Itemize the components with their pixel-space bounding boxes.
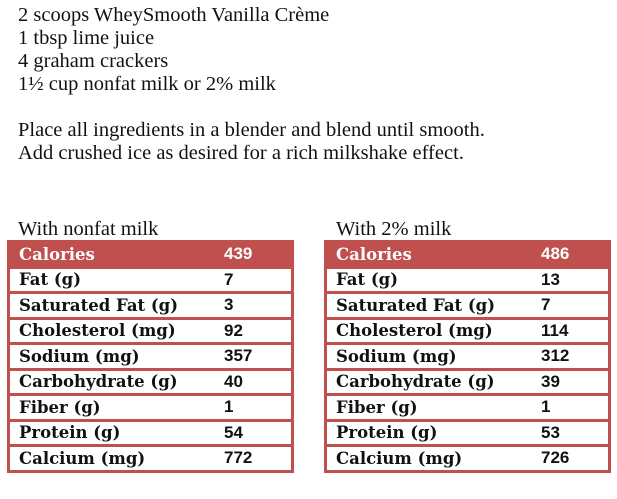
nutrient-label: Sodium (mg) — [325, 342, 532, 369]
nutrient-value: 486 — [532, 240, 610, 267]
nutrition-row: Carbohydrate (g) 39 — [325, 367, 610, 395]
nutrient-label: Calcium (mg) — [8, 444, 215, 471]
nutrient-label: Fiber (g) — [8, 393, 215, 420]
nutrient-label: Calories — [325, 240, 532, 267]
nutrient-label: Calories — [8, 240, 215, 267]
nutrient-value: 3 — [215, 291, 293, 318]
nutrient-value: 54 — [215, 418, 293, 446]
nutrient-value: 53 — [532, 418, 610, 446]
nutrition-row: Saturated Fat (g) 7 — [325, 291, 610, 318]
nutrient-label: Saturated Fat (g) — [8, 291, 215, 318]
nutrition-row: Cholesterol (mg) 114 — [325, 316, 610, 344]
nutrition-row: Fiber (g) 1 — [8, 393, 293, 420]
nutrition-row: Calcium (mg) 726 — [325, 444, 610, 471]
nutrient-value: 726 — [532, 444, 610, 471]
nutrient-value: 439 — [215, 240, 293, 267]
nutrient-value: 13 — [532, 265, 610, 293]
nutrient-label: Saturated Fat (g) — [325, 291, 532, 318]
nutrition-row: Saturated Fat (g) 3 — [8, 291, 293, 318]
nutrient-label: Cholesterol (mg) — [8, 316, 215, 344]
nutrition-row: Sodium (mg) 312 — [325, 342, 610, 369]
nutrient-label: Fat (g) — [8, 265, 215, 293]
nutrient-value: 772 — [215, 444, 293, 471]
nutrient-label: Fiber (g) — [325, 393, 532, 420]
ingredient-line: 1 tbsp lime juice — [18, 27, 155, 49]
nutrition-row: Fat (g) 7 — [8, 265, 293, 293]
nutrient-label: Calcium (mg) — [325, 444, 532, 471]
nonfat-caption: With nonfat milk — [18, 218, 159, 240]
nutrient-value: 39 — [532, 367, 610, 395]
nutrient-value: 1 — [532, 393, 610, 420]
nutrient-label: Carbohydrate (g) — [325, 367, 532, 395]
nutrition-row: Calories 486 — [325, 240, 610, 267]
nutrient-label: Protein (g) — [8, 418, 215, 446]
nutrient-value: 7 — [532, 291, 610, 318]
ingredient-line: 2 scoops WheySmooth Vanilla Crème — [18, 4, 330, 26]
nutrition-row: Cholesterol (mg) 92 — [8, 316, 293, 344]
nutrient-label: Carbohydrate (g) — [8, 367, 215, 395]
nutrient-value: 114 — [532, 316, 610, 344]
nutrition-row: Calcium (mg) 772 — [8, 444, 293, 471]
nutrition-row: Sodium (mg) 357 — [8, 342, 293, 369]
nutrition-row: Fiber (g) 1 — [325, 393, 610, 420]
nutrition-row: Carbohydrate (g) 40 — [8, 367, 293, 395]
nutrient-value: 312 — [532, 342, 610, 369]
nutrition-row: Protein (g) 54 — [8, 418, 293, 446]
instruction-line: Place all ingredients in a blender and b… — [18, 119, 485, 141]
nutrition-table-nonfat: Calories 439 Fat (g) 7 Saturated Fat (g) 3 Cho… — [7, 240, 294, 473]
nutrition-row: Protein (g) 53 — [325, 418, 610, 446]
ingredient-line: 4 graham crackers — [18, 50, 169, 72]
nutrition-table-2pct: Calories 486 Fat (g) 13 Saturated Fat (g) 7 Ch… — [324, 240, 611, 473]
nutrient-value: 7 — [215, 265, 293, 293]
nutrient-label: Fat (g) — [325, 265, 532, 293]
nutrient-value: 357 — [215, 342, 293, 369]
nutrient-value: 1 — [215, 393, 293, 420]
nutrition-row: Fat (g) 13 — [325, 265, 610, 293]
instruction-line: Add crushed ice as desired for a rich mi… — [18, 142, 464, 164]
ingredient-line: 1½ cup nonfat milk or 2% milk — [18, 73, 276, 95]
nutrient-label: Cholesterol (mg) — [325, 316, 532, 344]
nutrient-label: Sodium (mg) — [8, 342, 215, 369]
recipe-text: 2 scoops WheySmooth Vanilla Crème 1 tbsp… — [18, 4, 485, 165]
nutrient-label: Protein (g) — [325, 418, 532, 446]
nutrient-value: 92 — [215, 316, 293, 344]
nutrition-row: Calories 439 — [8, 240, 293, 267]
nutrient-value: 40 — [215, 367, 293, 395]
2pct-caption: With 2% milk — [336, 218, 452, 240]
